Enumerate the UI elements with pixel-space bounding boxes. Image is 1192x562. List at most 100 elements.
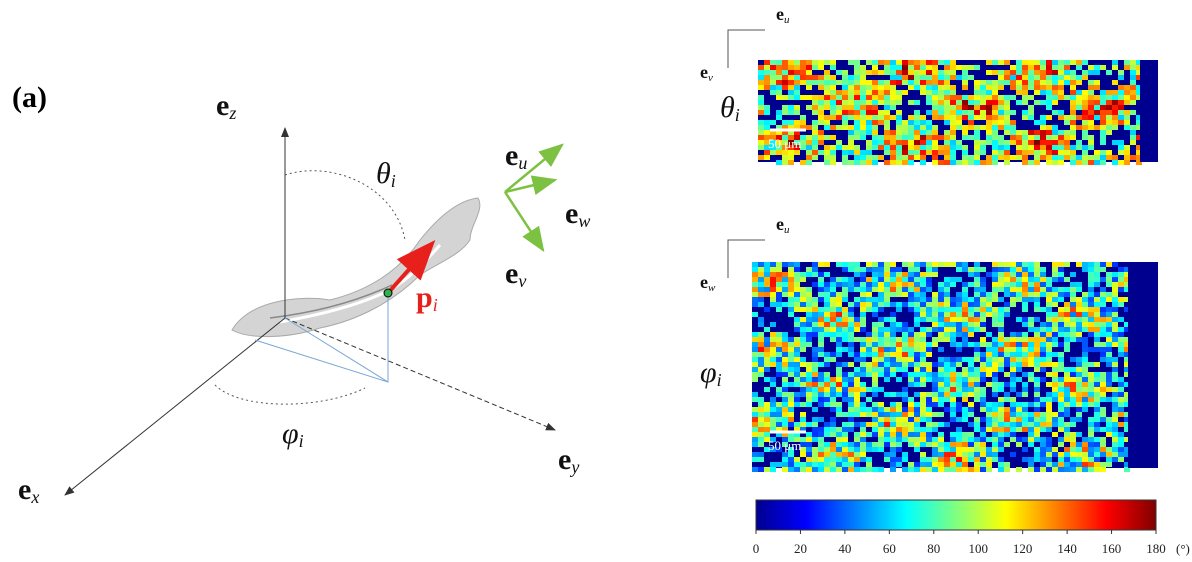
map-pixel [908, 262, 914, 267]
map-pixel [986, 140, 992, 145]
map-pixel [920, 70, 926, 75]
map-pixel [1076, 75, 1082, 80]
map-pixel [1022, 422, 1028, 427]
map-pixel [980, 322, 986, 327]
map-pixel [1100, 387, 1106, 392]
map-pixel [1082, 302, 1088, 307]
map-pixel [890, 442, 896, 447]
map-pixel [1070, 387, 1076, 392]
map-pixel [944, 307, 950, 312]
map-pixel [932, 90, 938, 95]
label-sub: u [784, 14, 790, 26]
map-pixel [1028, 145, 1034, 150]
map-pixel [1040, 447, 1046, 452]
map-pixel [890, 372, 896, 377]
map-pixel [950, 412, 956, 417]
map-pixel [770, 462, 776, 467]
map-pixel [1034, 362, 1040, 367]
map-pixel [944, 135, 950, 140]
map-pixel [896, 80, 902, 85]
map-pixel [872, 447, 878, 452]
map-pixel [782, 287, 788, 292]
map-pixel [926, 110, 932, 115]
map-pixel [1070, 422, 1076, 427]
map-pixel [836, 307, 842, 312]
map-pixel [860, 412, 866, 417]
map-pixel [848, 302, 854, 307]
map-pixel [1028, 417, 1034, 422]
map-pixel [938, 105, 944, 110]
map-pixel [872, 145, 878, 150]
map-pixel [1124, 437, 1130, 442]
map-pixel [1022, 392, 1028, 397]
map-pixel [800, 327, 806, 332]
map-pixel [818, 457, 824, 462]
map-pixel [1112, 287, 1118, 292]
map-pixel [1052, 90, 1058, 95]
map-pixel [884, 100, 890, 105]
map-pixel [938, 262, 944, 267]
map-pixel [794, 297, 800, 302]
map-pixel [764, 150, 770, 155]
map-pixel [1004, 292, 1010, 297]
map-pixel [1136, 60, 1142, 65]
map-pixel [1046, 447, 1052, 452]
map-pixel [824, 327, 830, 332]
map-pixel [998, 105, 1004, 110]
map-pixel [974, 80, 980, 85]
map-pixel [1130, 90, 1136, 95]
map-pixel [788, 337, 794, 342]
map-pixel [1124, 110, 1130, 115]
map-pixel [788, 120, 794, 125]
map-pixel [932, 292, 938, 297]
map-pixel [1124, 397, 1130, 402]
map-pixel [866, 467, 872, 472]
map-pixel [1076, 407, 1082, 412]
map-pixel [848, 317, 854, 322]
map-pixel [776, 462, 782, 467]
map-pixel [1046, 277, 1052, 282]
map-pixel [782, 402, 788, 407]
map-pixel [986, 452, 992, 457]
map-pixel [842, 70, 848, 75]
map-pixel [800, 462, 806, 467]
map-pixel [932, 150, 938, 155]
map-pixel [992, 130, 998, 135]
map-pixel [758, 407, 764, 412]
map-pixel [1040, 150, 1046, 155]
map-pixel [836, 347, 842, 352]
map-pixel [1046, 145, 1052, 150]
map-pixel [806, 65, 812, 70]
map-pixel [1070, 110, 1076, 115]
map-pixel [1040, 422, 1046, 427]
map-pixel [890, 80, 896, 85]
map-pixel [1052, 337, 1058, 342]
map-pixel [914, 262, 920, 267]
map-pixel [902, 422, 908, 427]
map-pixel [998, 307, 1004, 312]
map-pixel [770, 362, 776, 367]
map-pixel [794, 130, 800, 135]
map-pixel [1130, 85, 1136, 90]
map-pixel [1010, 125, 1016, 130]
map-pixel [890, 312, 896, 317]
map-pixel [812, 105, 818, 110]
map-pixel [758, 412, 764, 417]
map-pixel [770, 397, 776, 402]
map-pixel [920, 287, 926, 292]
map-pixel [1046, 135, 1052, 140]
map-pixel [1046, 442, 1052, 447]
map-pixel [1070, 90, 1076, 95]
map-pixel [944, 467, 950, 472]
map-pixel [842, 277, 848, 282]
map-pixel [902, 120, 908, 125]
map-pixel [962, 65, 968, 70]
map-pixel [770, 422, 776, 427]
map-pixel [890, 362, 896, 367]
map-pixel [1100, 135, 1106, 140]
map-pixel [1046, 427, 1052, 432]
map-pixel [1082, 397, 1088, 402]
map-pixel [1070, 377, 1076, 382]
map-pixel [812, 387, 818, 392]
map-pixel [824, 115, 830, 120]
